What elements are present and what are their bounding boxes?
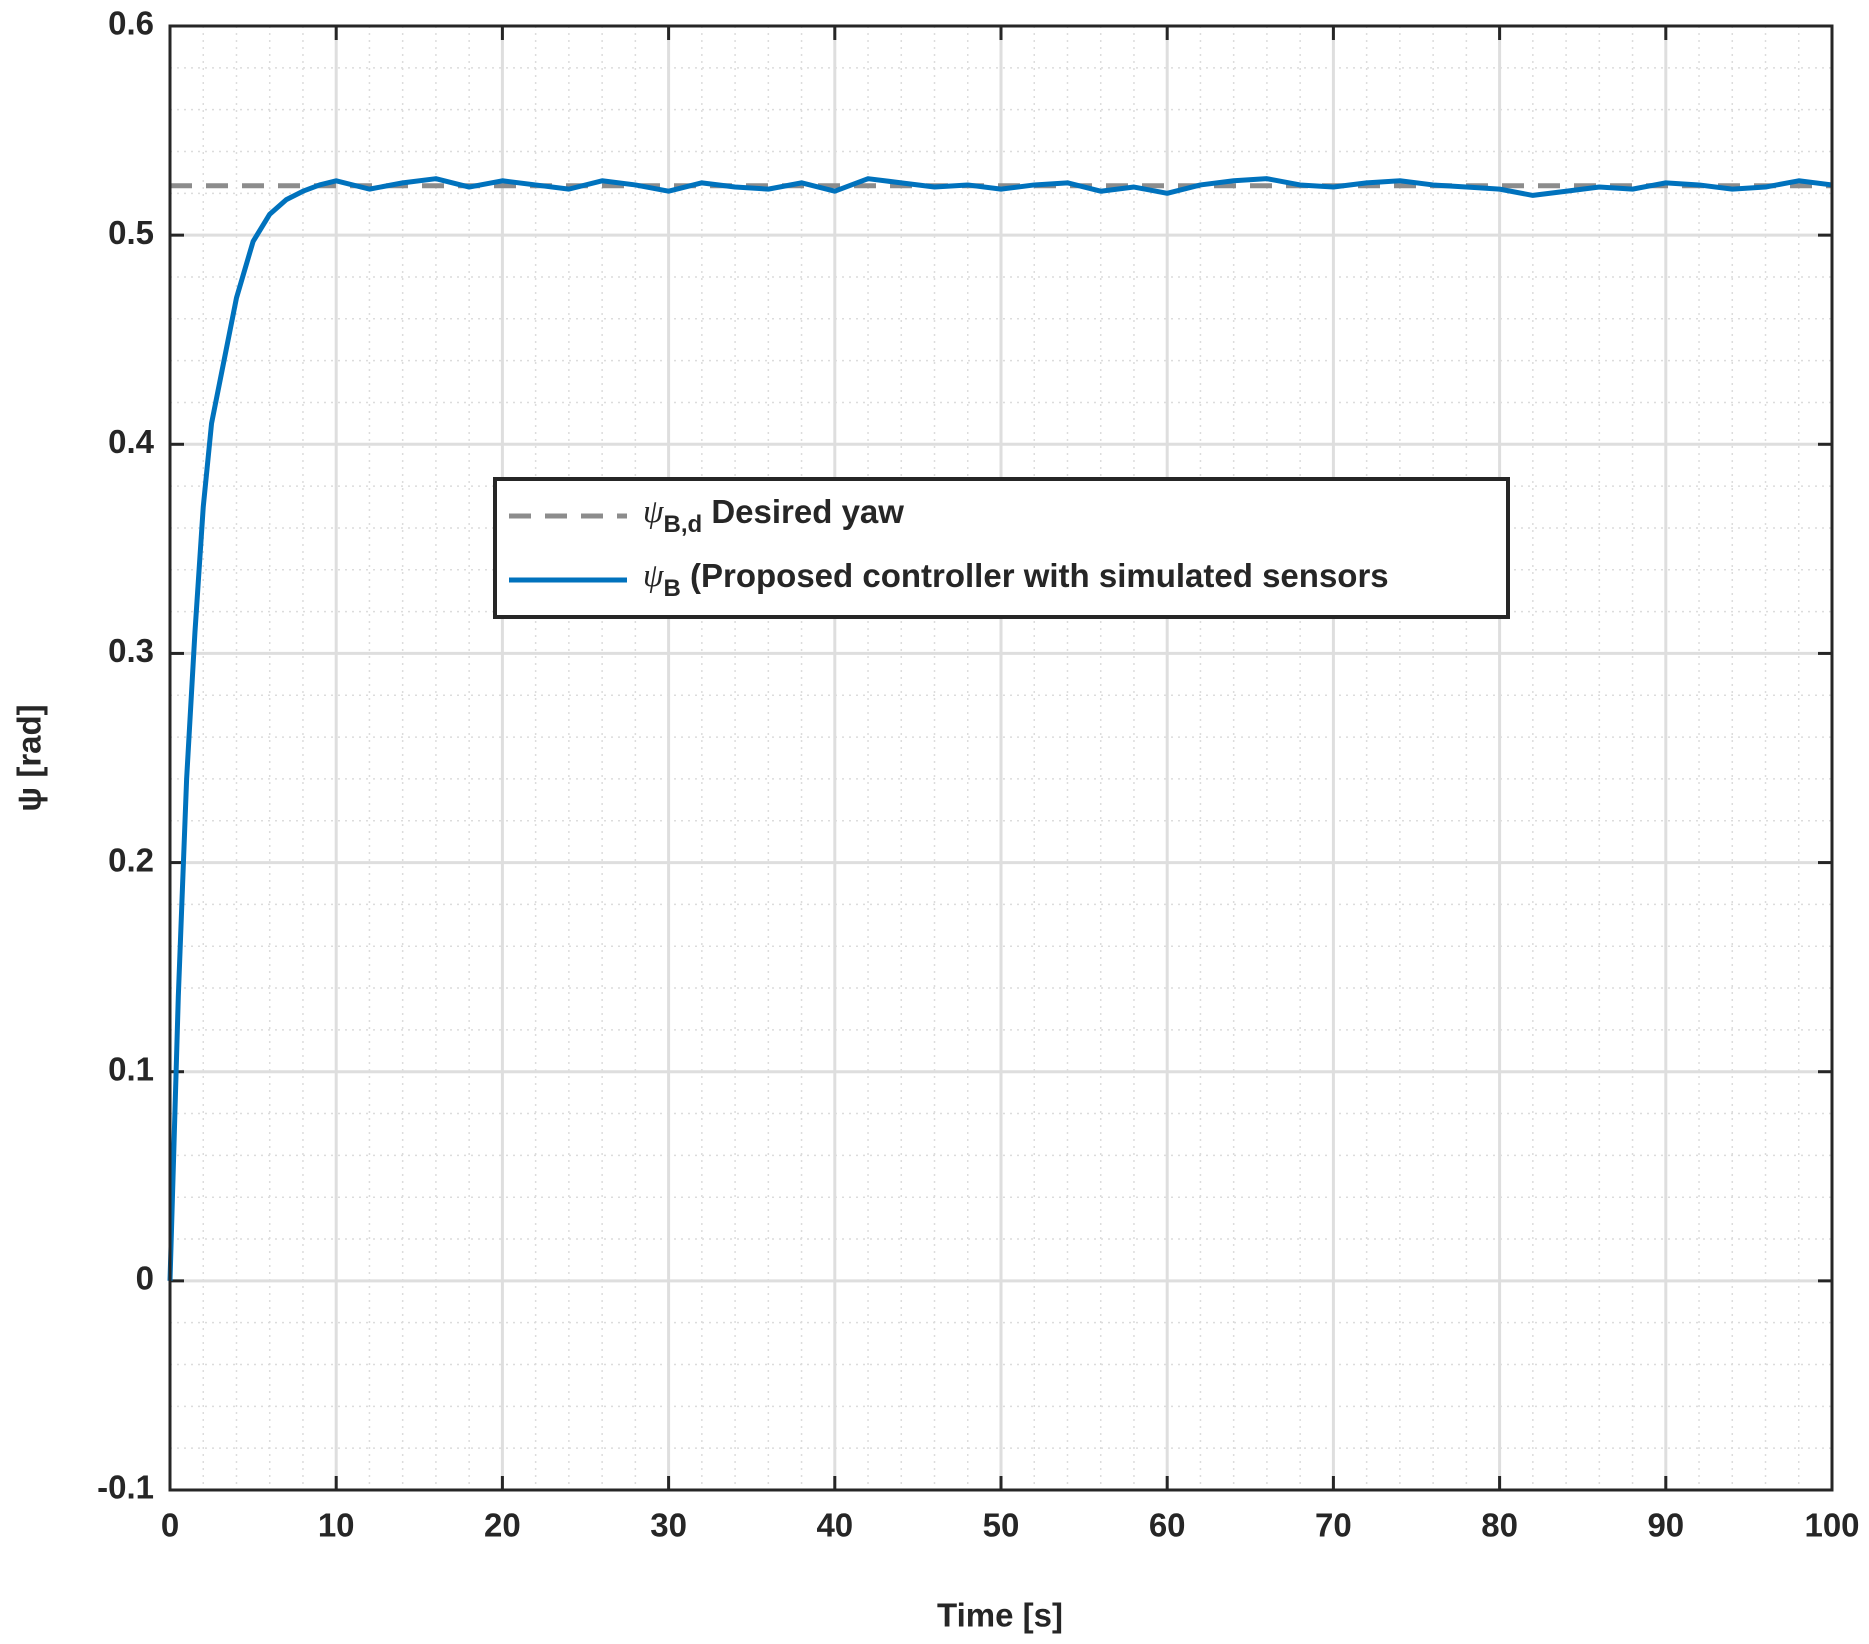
y-tick-label: 0 bbox=[136, 1260, 154, 1297]
y-tick-label: 0.2 bbox=[108, 841, 154, 878]
x-tick-label: 40 bbox=[816, 1507, 853, 1544]
legend-label: ψB,d Desired yaw bbox=[643, 493, 904, 539]
legend-box bbox=[493, 477, 1510, 619]
y-tick-label: 0.4 bbox=[108, 423, 155, 460]
x-tick-label: 10 bbox=[318, 1507, 355, 1544]
x-tick-label: 30 bbox=[650, 1507, 687, 1544]
y-tick-label: -0.1 bbox=[97, 1469, 154, 1506]
data-line bbox=[167, 176, 1833, 1281]
y-tick-label: 0.5 bbox=[108, 214, 154, 251]
x-tick-label: 80 bbox=[1481, 1507, 1518, 1544]
plot-frame bbox=[168, 24, 1834, 1492]
y-axis-label: ψ [rad] bbox=[11, 704, 48, 811]
legend-label: ψB (Proposed controller with simulated s… bbox=[643, 557, 1389, 603]
y-tick-label: 0.3 bbox=[108, 632, 154, 669]
x-tick-label: 90 bbox=[1647, 1507, 1684, 1544]
x-tick-label: 0 bbox=[161, 1507, 179, 1544]
x-tick-label: 50 bbox=[983, 1507, 1020, 1544]
x-axis-label: Time [s] bbox=[937, 1597, 1063, 1634]
x-tick-label: 60 bbox=[1149, 1507, 1186, 1544]
x-tick-label: 20 bbox=[484, 1507, 521, 1544]
x-tick-label: 70 bbox=[1315, 1507, 1352, 1544]
y-tick-label: 0.1 bbox=[108, 1050, 154, 1087]
x-tick-label: 100 bbox=[1804, 1507, 1859, 1544]
y-tick-label: 0.6 bbox=[108, 5, 154, 42]
